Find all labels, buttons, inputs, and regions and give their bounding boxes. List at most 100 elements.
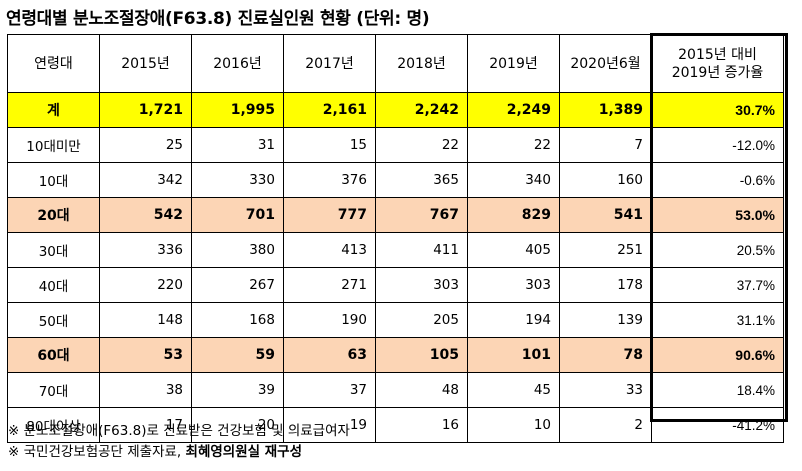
table-header-row: 연령대 2015년 2016년 2017년 2018년 2019년 2020년6… bbox=[7, 34, 784, 93]
footnote-source-definition: ※ 분노조절장애(F63.8)로 진료받은 건강보험 및 의료급여자 bbox=[8, 423, 350, 439]
header-cell-increase-rate: 2015년 대비 2019년 증가율 bbox=[651, 34, 784, 93]
age-group-cell: 10대 bbox=[7, 162, 100, 198]
increase-rate-cell: 37.7% bbox=[651, 267, 784, 303]
value-cell: 45 bbox=[467, 372, 560, 408]
value-cell: 251 bbox=[559, 232, 652, 268]
value-cell: 1,389 bbox=[559, 92, 652, 128]
value-cell: 267 bbox=[191, 267, 284, 303]
value-cell: 17 bbox=[99, 407, 192, 443]
value-cell: 19 bbox=[283, 407, 376, 443]
value-cell: 194 bbox=[467, 302, 560, 338]
table-row: 계 1,721 1,995 2,161 2,242 2,249 1,389 30.7% bbox=[7, 92, 784, 128]
value-cell: 220 bbox=[99, 267, 192, 303]
value-cell: 168 bbox=[191, 302, 284, 338]
value-cell: 160 bbox=[559, 162, 652, 198]
value-cell: 16 bbox=[375, 407, 468, 443]
value-cell: 413 bbox=[283, 232, 376, 268]
age-group-cell: 70대 bbox=[7, 372, 100, 408]
value-cell: 37 bbox=[283, 372, 376, 408]
header-cell: 2019년 bbox=[467, 34, 560, 93]
value-cell: 15 bbox=[283, 127, 376, 163]
value-cell: 2,249 bbox=[467, 92, 560, 128]
value-cell: 330 bbox=[191, 162, 284, 198]
increase-rate-cell: -12.0% bbox=[651, 127, 784, 163]
age-group-cell: 10대미만 bbox=[7, 127, 100, 163]
increase-rate-cell: 20.5% bbox=[651, 232, 784, 268]
age-group-cell: 30대 bbox=[7, 232, 100, 268]
header-cell: 연령대 bbox=[7, 34, 100, 93]
header-cell: 2020년6월 bbox=[559, 34, 652, 93]
value-cell: 105 bbox=[375, 337, 468, 373]
increase-rate-cell: -0.6% bbox=[651, 162, 784, 198]
value-cell: 53 bbox=[99, 337, 192, 373]
value-cell: 2 bbox=[559, 407, 652, 443]
age-group-cell: 20대 bbox=[7, 197, 100, 233]
increase-rate-cell: 53.0% bbox=[651, 197, 784, 233]
value-cell: 31 bbox=[191, 127, 284, 163]
value-cell: 38 bbox=[99, 372, 192, 408]
value-cell: 7 bbox=[559, 127, 652, 163]
table-row: 30대 336 380 413 411 405 251 20.5% bbox=[7, 232, 784, 268]
increase-rate-cell: -41.2% bbox=[651, 407, 784, 443]
value-cell: 78 bbox=[559, 337, 652, 373]
value-cell: 365 bbox=[375, 162, 468, 198]
age-group-cell: 60대 bbox=[7, 337, 100, 373]
table-row: 10대미만 25 31 15 22 22 7 -12.0% bbox=[7, 127, 784, 163]
value-cell: 2,161 bbox=[283, 92, 376, 128]
header-cell: 2015년 bbox=[99, 34, 192, 93]
header-cell: 2016년 bbox=[191, 34, 284, 93]
footnote-data-source: ※ 국민건강보험공단 제출자료, 최혜영의원실 재구성 bbox=[8, 442, 302, 462]
value-cell: 48 bbox=[375, 372, 468, 408]
value-cell: 205 bbox=[375, 302, 468, 338]
value-cell: 303 bbox=[467, 267, 560, 303]
page-title: 연령대별 분노조절장애(F63.8) 진료실인원 현황 (단위: 명) bbox=[6, 9, 430, 29]
value-cell: 25 bbox=[99, 127, 192, 163]
value-cell: 22 bbox=[467, 127, 560, 163]
value-cell: 767 bbox=[375, 197, 468, 233]
value-cell: 10 bbox=[467, 407, 560, 443]
value-cell: 405 bbox=[467, 232, 560, 268]
value-cell: 59 bbox=[191, 337, 284, 373]
value-cell: 178 bbox=[559, 267, 652, 303]
value-cell: 190 bbox=[283, 302, 376, 338]
increase-rate-cell: 30.7% bbox=[651, 92, 784, 128]
value-cell: 303 bbox=[375, 267, 468, 303]
value-cell: 148 bbox=[99, 302, 192, 338]
table-row: 70대 38 39 37 48 45 33 18.4% bbox=[7, 372, 784, 408]
value-cell: 777 bbox=[283, 197, 376, 233]
increase-rate-cell: 18.4% bbox=[651, 372, 784, 408]
age-group-cell: 40대 bbox=[7, 267, 100, 303]
value-cell: 22 bbox=[375, 127, 468, 163]
value-cell: 380 bbox=[191, 232, 284, 268]
value-cell: 340 bbox=[467, 162, 560, 198]
value-cell: 39 bbox=[191, 372, 284, 408]
increase-rate-cell: 31.1% bbox=[651, 302, 784, 338]
table-row: 40대 220 267 271 303 303 178 37.7% bbox=[7, 267, 784, 303]
value-cell: 101 bbox=[467, 337, 560, 373]
value-cell: 2,242 bbox=[375, 92, 468, 128]
value-cell: 541 bbox=[559, 197, 652, 233]
data-table: 연령대 2015년 2016년 2017년 2018년 2019년 2020년6… bbox=[7, 34, 784, 443]
table-row: 20대 542 701 777 767 829 541 53.0% bbox=[7, 197, 784, 233]
increase-rate-cell: 90.6% bbox=[651, 337, 784, 373]
value-cell: 376 bbox=[283, 162, 376, 198]
value-cell: 336 bbox=[99, 232, 192, 268]
header-cell: 2017년 bbox=[283, 34, 376, 93]
value-cell: 1,995 bbox=[191, 92, 284, 128]
table-row: 50대 148 168 190 205 194 139 31.1% bbox=[7, 302, 784, 338]
table-row: 80대이상 17 20 19 16 10 2 -41.2% bbox=[7, 407, 784, 443]
value-cell: 411 bbox=[375, 232, 468, 268]
value-cell: 33 bbox=[559, 372, 652, 408]
value-cell: 829 bbox=[467, 197, 560, 233]
value-cell: 701 bbox=[191, 197, 284, 233]
value-cell: 63 bbox=[283, 337, 376, 373]
age-group-cell: 80대이상 bbox=[7, 407, 100, 443]
value-cell: 271 bbox=[283, 267, 376, 303]
footnote-bold: 최혜영의원실 재구성 bbox=[185, 444, 303, 460]
table-row: 10대 342 330 376 365 340 160 -0.6% bbox=[7, 162, 784, 198]
age-group-cell: 계 bbox=[7, 92, 100, 128]
table-row: 60대 53 59 63 105 101 78 90.6% bbox=[7, 337, 784, 373]
footnote-prefix: ※ 국민건강보험공단 제출자료, bbox=[8, 444, 186, 460]
age-group-cell: 50대 bbox=[7, 302, 100, 338]
value-cell: 1,721 bbox=[99, 92, 192, 128]
